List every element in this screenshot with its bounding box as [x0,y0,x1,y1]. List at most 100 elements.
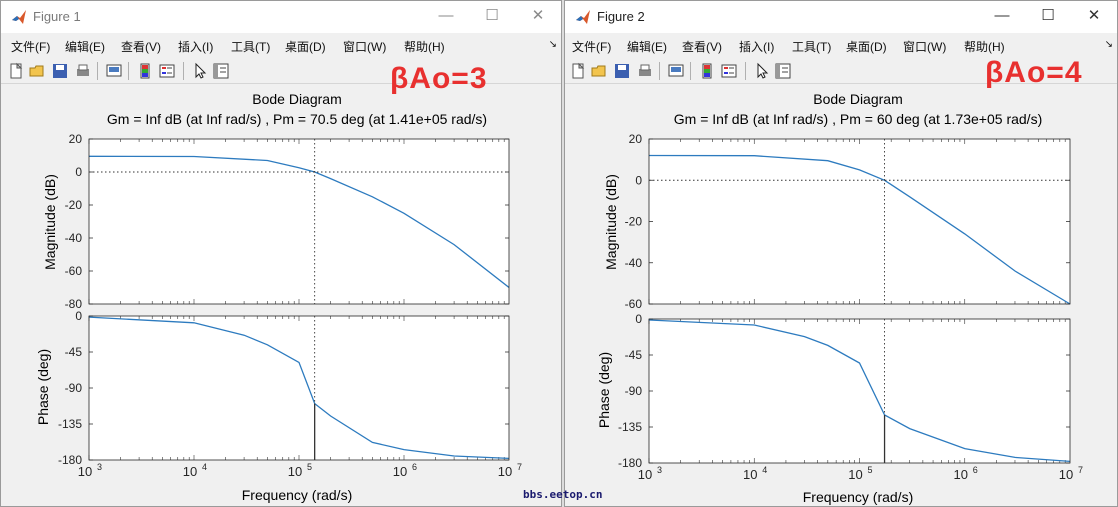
plot-area: Bode Diagram Gm = Inf dB (at Inf rad/s) … [565,84,1117,506]
x-tick-label: 10 [393,464,407,479]
phase-y-tick-label: -90 [65,381,83,395]
phase-y-tick-label: -90 [625,384,643,398]
colorbar-icon[interactable] [136,62,154,80]
menu-bar: 文件(F) 编辑(E) 查看(V) 插入(I) 工具(T) 桌面(D) 窗口(W… [565,34,1117,56]
menu-window[interactable]: 窗口(W) [903,40,947,54]
magnitude-curve [88,155,510,289]
title-bar[interactable]: Figure 1 — ☐ ✕ [1,1,561,33]
legend-icon[interactable] [720,62,738,80]
menu-overflow-icon[interactable]: ↘ [548,39,557,50]
close-button[interactable]: ✕ [1087,7,1101,24]
magnitude-axes-frame [88,138,510,305]
phase-axes-frame [88,315,510,461]
menu-help[interactable]: 帮助(H) [404,40,445,54]
minimize-button[interactable]: — [994,7,1010,24]
menu-desktop[interactable]: 桌面(D) [846,40,887,54]
pointer-icon[interactable] [191,62,209,80]
annotation-label: βAo=3 [390,62,488,95]
menu-view[interactable]: 查看(V) [682,40,722,54]
menu-file[interactable]: 文件(F) [11,40,51,54]
legend-icon[interactable] [158,62,176,80]
magnitude-y-tick-label: -40 [65,231,83,245]
phase-y-tick-label: 0 [635,312,642,326]
phase-y-tick-label: -135 [58,417,82,431]
toolbar-separator [128,62,129,80]
x-tick-label: 10 [638,467,652,482]
menu-insert[interactable]: 插入(I) [739,40,775,54]
open-file-icon[interactable] [590,62,608,80]
phase-y-tick-label: -135 [618,420,642,434]
property-editor-icon[interactable] [212,62,230,80]
x-tick-exponent: 4 [202,462,207,472]
phase-axis-label: Phase (deg) [596,352,612,428]
menu-insert[interactable]: 插入(I) [178,40,214,54]
magnitude-axes-frame [648,138,1071,305]
new-figure-icon[interactable] [569,62,587,80]
x-tick-label: 10 [498,464,512,479]
phase-curve [648,319,1071,463]
menu-desktop[interactable]: 桌面(D) [285,40,326,54]
magnitude-axis-label: Magnitude (dB) [42,174,58,270]
phase-axes-frame [648,318,1071,464]
title-bar[interactable]: Figure 2 — ☐ ✕ [565,1,1117,33]
x-tick-label: 10 [288,464,302,479]
x-tick-exponent: 3 [657,465,662,475]
x-axis-label: Frequency (rad/s) [803,489,913,505]
watermark: bbs.eetop.cn [523,488,603,501]
menu-overflow-icon[interactable]: ↘ [1104,39,1113,50]
new-figure-icon[interactable] [7,62,25,80]
x-tick-label: 10 [743,467,757,482]
menu-edit[interactable]: 编辑(E) [627,40,667,54]
chart-title: Bode Diagram [813,91,903,107]
window-title: Figure 1 [33,9,81,24]
toolbar [1,59,561,84]
close-button[interactable]: ✕ [531,7,545,24]
figure-window-1: Figure 1 — ☐ ✕ 文件(F) 编辑(E) 查看(V) 插入(I) 工… [0,0,562,507]
save-icon[interactable] [51,62,69,80]
x-tick-exponent: 4 [762,465,767,475]
x-tick-exponent: 7 [517,462,522,472]
chart-title: Bode Diagram [252,91,342,107]
x-tick-exponent: 5 [868,465,873,475]
menu-bar: 文件(F) 编辑(E) 查看(V) 插入(I) 工具(T) 桌面(D) 窗口(W… [1,34,561,56]
menu-help[interactable]: 帮助(H) [964,40,1005,54]
magnitude-y-tick-label: -60 [65,264,83,278]
menu-tools[interactable]: 工具(T) [792,40,832,54]
open-file-icon[interactable] [28,62,46,80]
chart-subtitle: Gm = Inf dB (at Inf rad/s) , Pm = 70.5 d… [107,111,487,127]
property-editor-icon[interactable] [774,62,792,80]
menu-view[interactable]: 查看(V) [121,40,161,54]
save-icon[interactable] [613,62,631,80]
link-plot-icon[interactable] [105,62,123,80]
print-icon[interactable] [636,62,654,80]
magnitude-y-tick-label: 20 [69,132,83,146]
phase-y-tick-label: 0 [75,309,82,323]
matlab-icon [12,10,26,24]
toolbar-separator [659,62,660,80]
colorbar-icon[interactable] [698,62,716,80]
menu-window[interactable]: 窗口(W) [343,40,387,54]
toolbar-separator [183,62,184,80]
x-tick-label: 10 [848,467,862,482]
menu-tools[interactable]: 工具(T) [231,40,271,54]
x-tick-exponent: 7 [1078,465,1083,475]
menu-edit[interactable]: 编辑(E) [65,40,105,54]
x-tick-label: 10 [954,467,968,482]
minimize-button[interactable]: — [438,7,454,24]
maximize-button[interactable]: ☐ [485,7,499,24]
phase-y-tick-label: -45 [625,348,643,362]
magnitude-y-tick-label: 0 [635,173,642,187]
menu-file[interactable]: 文件(F) [572,40,612,54]
link-plot-icon[interactable] [667,62,685,80]
print-icon[interactable] [74,62,92,80]
toolbar-separator [745,62,746,80]
phase-y-tick-label: -45 [65,345,83,359]
pointer-icon[interactable] [753,62,771,80]
maximize-button[interactable]: ☐ [1041,7,1055,24]
magnitude-y-tick-label: -40 [625,256,643,270]
magnitude-y-tick-label: -80 [65,297,83,311]
phase-y-tick-label: -180 [58,453,82,467]
matlab-icon [576,10,590,24]
x-tick-exponent: 5 [307,462,312,472]
